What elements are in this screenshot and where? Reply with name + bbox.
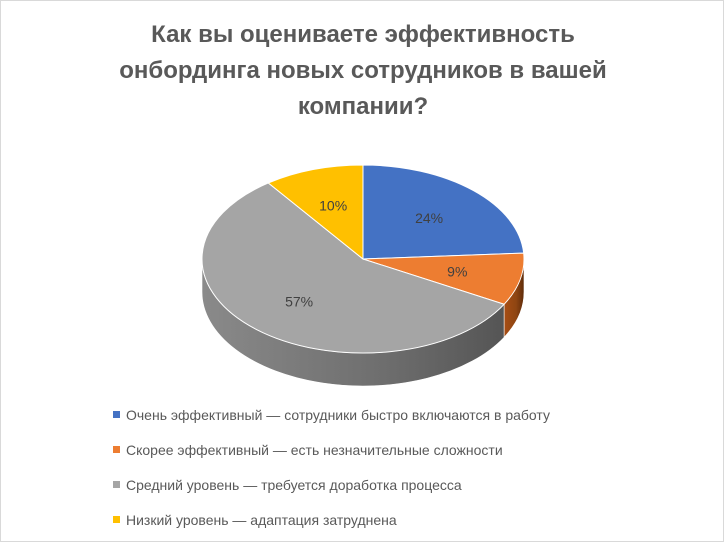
data-label: 10% [319,197,347,213]
chart-title: Как вы оцениваете эффективность онбордин… [119,21,607,120]
pie-slice [362,164,525,260]
data-label: 9% [447,263,467,279]
pie-slice [201,182,505,354]
legend-swatch [113,516,120,523]
legend-swatch [113,411,120,418]
legend-item: Очень эффективный — сотрудники быстро вк… [113,397,673,432]
legend-label: Скорее эффективный — есть незначительные… [126,441,503,458]
legend-item: Скорее эффективный — есть незначительные… [113,432,673,467]
pie-chart: 24% 9% 57% 10% [201,164,525,387]
pie-slice [362,252,525,305]
data-label: 57% [285,293,313,309]
legend-label: Низкий уровень — адаптация затруднена [126,511,397,528]
pie-slice [267,164,364,261]
legend-label: Средний уровень — требуется доработка пр… [126,476,462,493]
legend-item: Низкий уровень — адаптация затруднена [113,502,673,537]
legend-item: Средний уровень — требуется доработка пр… [113,467,673,502]
legend-label: Очень эффективный — сотрудники быстро вк… [126,406,550,423]
data-label: 24% [415,210,443,226]
legend-swatch [113,446,120,453]
legend-swatch [113,481,120,488]
legend: Очень эффективный — сотрудники быстро вк… [113,397,673,537]
